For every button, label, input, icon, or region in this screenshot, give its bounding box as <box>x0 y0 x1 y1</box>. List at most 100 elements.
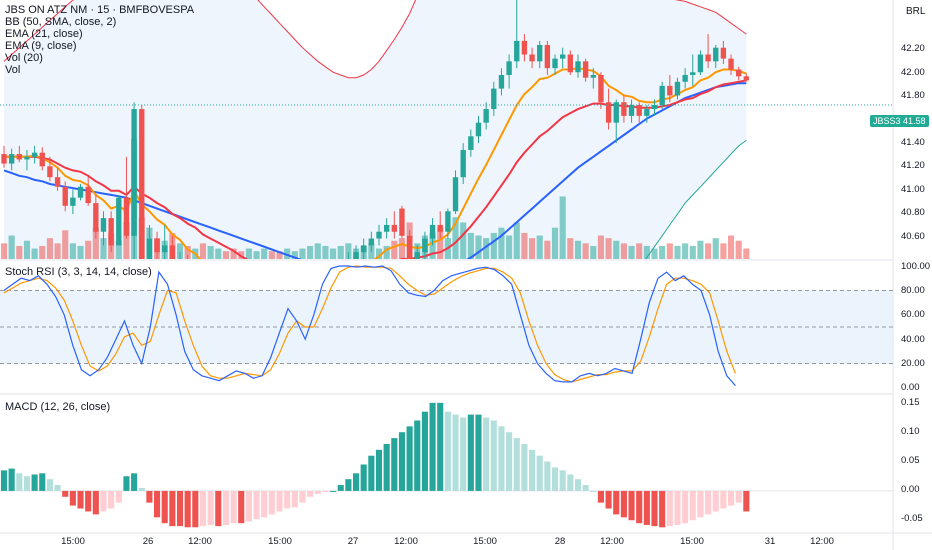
indicator-bb-label[interactable]: BB (50, SMA, close, 2) <box>5 16 117 28</box>
candle-body <box>559 54 566 59</box>
macd-histogram-bar <box>161 490 168 524</box>
volume-bar <box>123 222 130 259</box>
candle-body <box>720 47 727 59</box>
volume-bar <box>230 248 237 259</box>
candle-body <box>659 85 665 105</box>
indicator-ema21-label[interactable]: EMA (21, close) <box>5 28 83 40</box>
candle-body <box>590 74 596 78</box>
price-tick: 40.60 <box>901 231 925 242</box>
candle-body <box>31 152 38 157</box>
volume-bar <box>551 227 559 259</box>
volume-bar <box>674 245 681 259</box>
time-tick: 15:00 <box>680 536 704 547</box>
candle-body <box>682 74 688 82</box>
price-tick: 42.00 <box>901 67 925 78</box>
volume-bar <box>697 240 704 259</box>
candle-body <box>330 273 335 280</box>
candle-body <box>636 104 642 116</box>
candle-body <box>506 61 512 75</box>
macd-histogram-bar <box>368 455 375 491</box>
volume-bar <box>682 243 689 259</box>
volume-bar <box>636 243 643 259</box>
macd-histogram-bar <box>437 402 444 491</box>
volume-bar <box>85 240 92 259</box>
volume-bar <box>115 240 122 259</box>
volume-bar <box>307 245 314 259</box>
macd-histogram-bar <box>146 490 153 503</box>
stoch-tick: 40.00 <box>901 334 925 345</box>
macd-histogram-bar <box>628 490 635 521</box>
volume-bar <box>291 251 298 259</box>
volume-bar <box>666 243 673 259</box>
macd-histogram-bar <box>192 490 199 528</box>
macd-histogram-bar <box>154 490 161 518</box>
candle-body <box>1 154 7 164</box>
macd-histogram-bar <box>605 490 612 509</box>
macd-histogram-bar <box>735 490 742 503</box>
candle-body <box>452 177 459 212</box>
macd-histogram-bar <box>682 490 689 524</box>
macd-histogram-bar <box>307 490 314 497</box>
symbol-title[interactable]: JBS ON ATZ NM · 15 · BMFBOVESPA <box>5 4 195 16</box>
candle-body <box>139 109 145 259</box>
macd-histogram-bar <box>659 490 666 528</box>
macd-histogram-bar <box>467 414 474 491</box>
macd-histogram-bar <box>238 490 245 524</box>
macd-histogram-bar <box>498 426 505 491</box>
volume-bar <box>460 222 467 259</box>
volume-bar <box>544 240 551 259</box>
time-tick: 26 <box>142 536 154 547</box>
candle-body <box>674 81 681 96</box>
volume-bar <box>590 245 597 259</box>
price-tick: 41.80 <box>901 90 925 101</box>
macd-histogram-bar <box>337 485 344 491</box>
macd-histogram-bar <box>77 490 84 509</box>
volume-bar <box>383 245 390 259</box>
macd-tick: -0.05 <box>901 513 923 524</box>
macd-histogram-bar <box>720 490 727 509</box>
macd-histogram-bar <box>475 414 482 491</box>
macd-histogram-bar <box>582 485 589 491</box>
macd-histogram-bar <box>391 438 398 491</box>
candle-body <box>185 263 190 286</box>
volume-bar <box>521 232 528 259</box>
macd-histogram-bar <box>544 461 551 491</box>
macd-histogram-bar <box>85 490 92 512</box>
indicator-ema9-label[interactable]: EMA (9, close) <box>5 40 77 52</box>
volume-bar <box>322 245 329 259</box>
time-tick: 15:00 <box>268 536 292 547</box>
candle-body <box>16 154 22 160</box>
volume-bar <box>77 245 84 259</box>
candle-body <box>216 279 221 286</box>
volume-bar <box>23 240 31 259</box>
macd-label[interactable]: MACD (12, 26, close) <box>5 401 111 413</box>
volume-bar <box>743 248 750 259</box>
macd-histogram-bar <box>352 473 360 491</box>
volume-bar <box>284 248 291 259</box>
stoch-k-line <box>3 265 736 386</box>
volume-bar <box>429 232 436 259</box>
candle-body <box>368 238 375 246</box>
stoch-tick: 80.00 <box>901 285 925 296</box>
macd-histogram-bar <box>590 490 597 492</box>
volume-bar <box>529 238 536 259</box>
candle-body <box>383 224 390 232</box>
macd-tick: 0.05 <box>901 455 920 466</box>
macd-histogram-bar <box>314 490 321 494</box>
macd-histogram-bar <box>222 490 229 525</box>
volume-bar <box>628 245 635 259</box>
indicator-vol20-label[interactable]: Vol (20) <box>5 52 43 64</box>
candle-body <box>697 54 704 73</box>
stoch-tick: 100.00 <box>901 261 931 272</box>
macd-histogram-bar <box>513 438 520 491</box>
bb-band-fill <box>4 0 747 259</box>
macd-histogram-bar <box>23 476 31 491</box>
macd-histogram-bar <box>69 490 76 506</box>
candle-body <box>613 102 619 123</box>
indicator-vol-label[interactable]: Vol <box>5 64 21 76</box>
price-tick: 41.00 <box>901 184 925 195</box>
candle-body <box>399 208 405 236</box>
stoch-rsi-label[interactable]: Stoch RSI (3, 3, 14, 14, close) <box>5 266 152 278</box>
